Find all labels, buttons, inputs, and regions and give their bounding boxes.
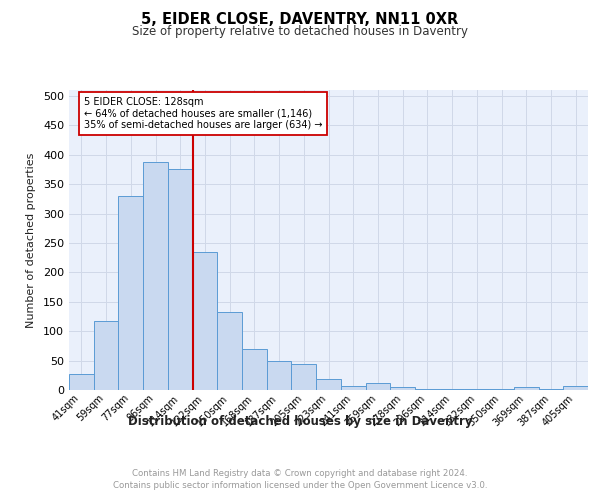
Bar	[440, 389, 464, 390]
Bar	[267, 360, 292, 390]
Bar	[217, 312, 242, 390]
Bar	[489, 389, 514, 390]
Bar	[365, 383, 390, 390]
Bar	[341, 386, 365, 390]
Bar	[242, 350, 267, 390]
Bar	[415, 389, 440, 390]
Y-axis label: Number of detached properties: Number of detached properties	[26, 152, 36, 328]
Bar	[464, 389, 489, 390]
Bar	[514, 387, 539, 390]
Bar	[168, 170, 193, 390]
Bar	[539, 389, 563, 390]
Bar	[292, 364, 316, 390]
Bar	[94, 320, 118, 390]
Bar	[143, 162, 168, 390]
Text: 5, EIDER CLOSE, DAVENTRY, NN11 0XR: 5, EIDER CLOSE, DAVENTRY, NN11 0XR	[142, 12, 458, 28]
Bar	[316, 380, 341, 390]
Bar	[563, 386, 588, 390]
Text: Contains public sector information licensed under the Open Government Licence v3: Contains public sector information licen…	[113, 481, 487, 490]
Bar	[193, 252, 217, 390]
Text: Contains HM Land Registry data © Crown copyright and database right 2024.: Contains HM Land Registry data © Crown c…	[132, 468, 468, 477]
Bar	[69, 374, 94, 390]
Bar	[118, 196, 143, 390]
Text: 5 EIDER CLOSE: 128sqm
← 64% of detached houses are smaller (1,146)
35% of semi-d: 5 EIDER CLOSE: 128sqm ← 64% of detached …	[84, 97, 322, 130]
Text: Distribution of detached houses by size in Daventry: Distribution of detached houses by size …	[128, 414, 472, 428]
Bar	[390, 387, 415, 390]
Text: Size of property relative to detached houses in Daventry: Size of property relative to detached ho…	[132, 25, 468, 38]
